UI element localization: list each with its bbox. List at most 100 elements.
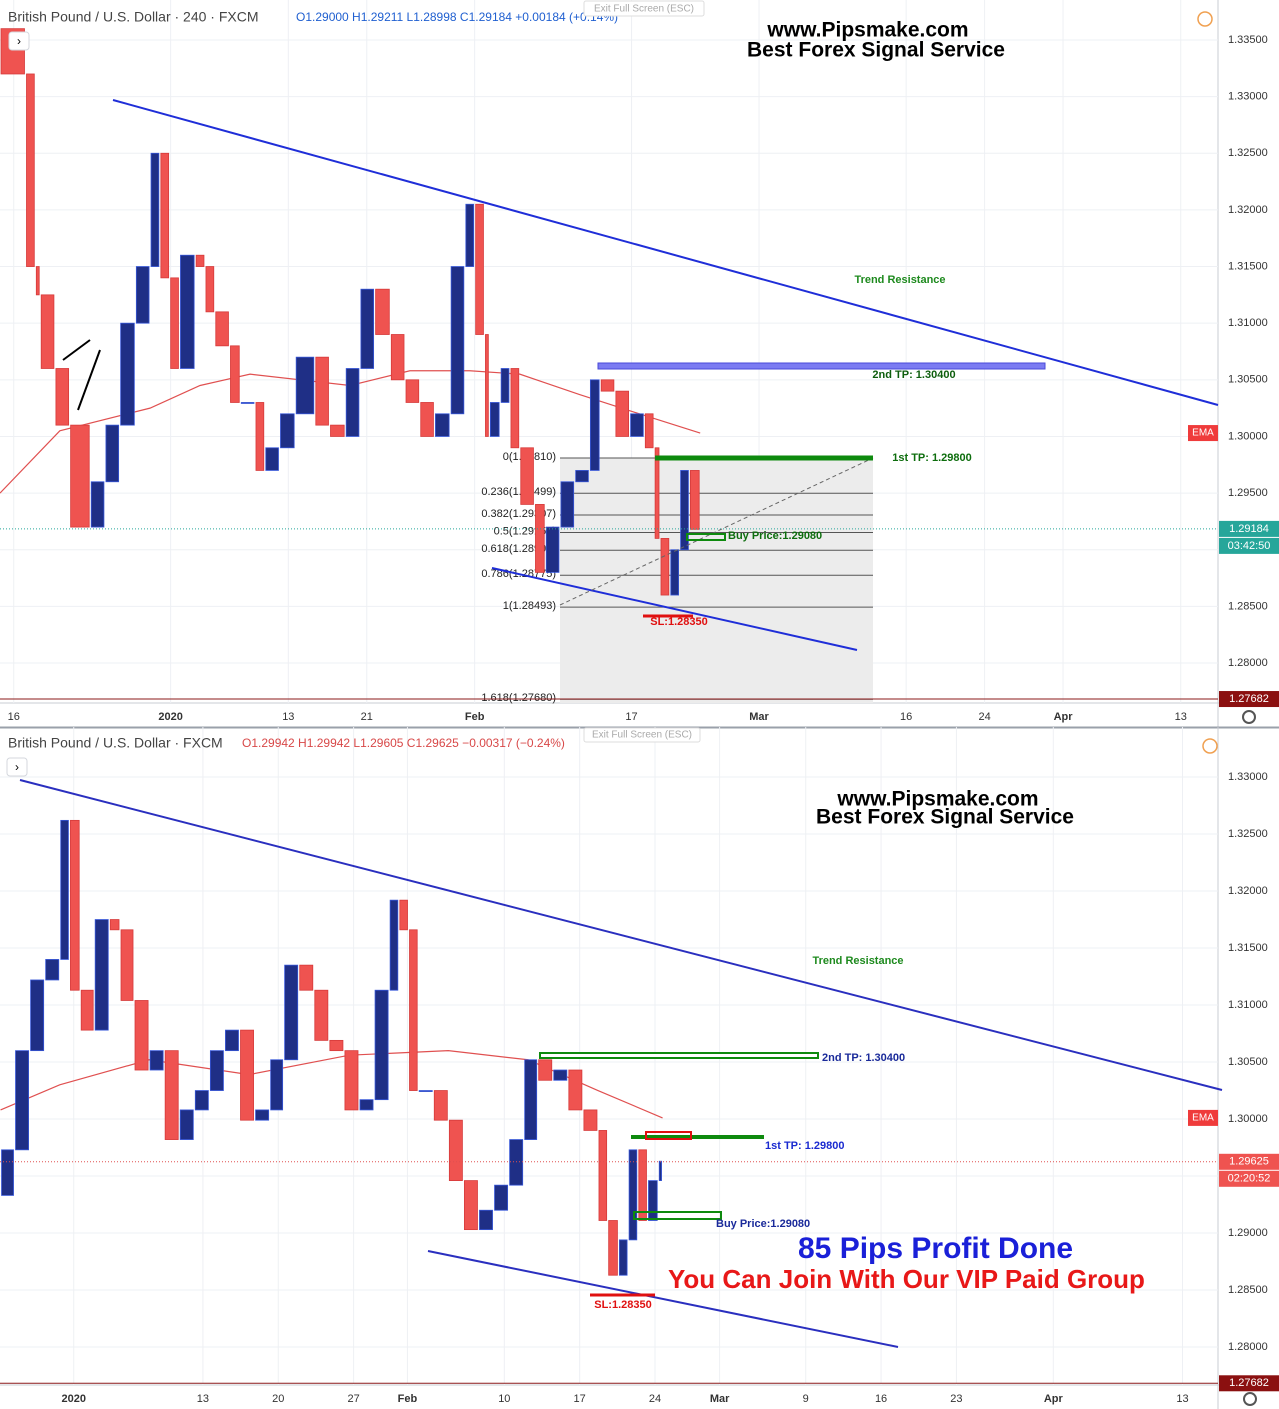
candle xyxy=(330,424,345,437)
candle xyxy=(389,899,399,991)
y-tick-label: 1.28500 xyxy=(1228,1284,1268,1296)
y-tick-label: 1.33000 xyxy=(1228,771,1268,783)
candle xyxy=(230,345,240,403)
y-tick-label: 1.32000 xyxy=(1228,204,1268,216)
settings-icon[interactable] xyxy=(1243,1392,1257,1406)
support-line xyxy=(427,1250,899,1348)
x-tick-label: 24 xyxy=(649,1393,661,1405)
x-tick-label: 13 xyxy=(1175,711,1187,723)
candle xyxy=(314,989,329,1041)
candle xyxy=(60,819,69,960)
candle xyxy=(648,1180,658,1221)
alert-icon[interactable] xyxy=(1202,738,1218,754)
exit-button-label[interactable]: Exit Full Screen (ESC) xyxy=(594,4,694,15)
trend-line xyxy=(112,99,1219,406)
candle xyxy=(619,1239,628,1276)
candle xyxy=(284,964,299,1061)
candle xyxy=(225,1029,239,1052)
candle xyxy=(270,1059,284,1111)
x-tick-label: Apr xyxy=(1054,711,1074,723)
candle xyxy=(149,1050,164,1071)
candle xyxy=(120,929,134,1001)
candle xyxy=(510,368,520,449)
candle xyxy=(55,368,70,426)
countdown-tag xyxy=(1219,537,1279,554)
fib-label: 1(1.28493) xyxy=(503,600,556,612)
candle xyxy=(35,266,40,296)
symbol-title: British Pound / U.S. Dollar · 240 · FXCM xyxy=(8,9,259,25)
x-tick-label: 16 xyxy=(875,1393,887,1405)
chart-layer: 1.33500 1.33000 1.32500 1.32000 1.31500 1.310… xyxy=(0,28,1279,1405)
y-tick-label: 1.31000 xyxy=(1228,317,1268,329)
fib-label: 1.618(1.27680) xyxy=(481,692,556,704)
drawing xyxy=(77,349,101,411)
tp2-zone xyxy=(597,362,1046,370)
candle xyxy=(608,1220,618,1276)
candle xyxy=(160,152,170,279)
exit-button[interactable] xyxy=(583,0,705,17)
y-tick-label: 1.29500 xyxy=(1228,487,1268,499)
x-tick-label: 27 xyxy=(347,1393,359,1405)
chevron[interactable]: › xyxy=(15,760,19,774)
candle xyxy=(545,526,560,573)
low-tag-label: 1.27682 xyxy=(1229,1377,1269,1389)
x-tick-label: Feb xyxy=(398,1393,418,1405)
collapse-button[interactable] xyxy=(8,31,30,51)
candle xyxy=(105,424,120,483)
candle xyxy=(194,1090,209,1111)
candle xyxy=(658,1160,662,1182)
candle xyxy=(690,470,700,530)
candle xyxy=(598,1130,608,1221)
candle xyxy=(630,413,644,437)
candle xyxy=(299,964,314,991)
alert-icon[interactable] xyxy=(1197,11,1213,27)
profit-headline: 85 Pips Profit Done xyxy=(798,1232,1073,1265)
candle xyxy=(520,447,534,505)
y-tick-label: 1.30000 xyxy=(1228,430,1268,442)
low-tag xyxy=(1219,691,1279,708)
candle xyxy=(134,1000,149,1071)
x-tick-label: 17 xyxy=(625,711,637,723)
candle xyxy=(654,447,660,539)
x-tick-label: Mar xyxy=(749,711,769,723)
candle xyxy=(405,379,420,403)
promo-text: You Can Join With Our VIP Paid Group xyxy=(668,1264,1145,1294)
ema-line xyxy=(0,370,701,494)
watermark: Best Forex Signal Service xyxy=(816,806,1074,829)
candle xyxy=(485,334,489,437)
candle xyxy=(170,277,179,369)
drawing xyxy=(62,339,91,361)
candle xyxy=(26,73,35,267)
x-tick-label: 2020 xyxy=(158,711,182,723)
candle xyxy=(94,919,109,1031)
chevron[interactable]: › xyxy=(17,34,21,48)
y-tick-label: 1.28000 xyxy=(1228,657,1268,669)
fib-diagonal xyxy=(559,457,874,606)
y-tick-label: 1.28000 xyxy=(1228,1341,1268,1353)
candle xyxy=(205,266,215,313)
x-tick-label: Apr xyxy=(1044,1393,1064,1405)
candle xyxy=(109,919,120,931)
annotation: Trend Resistance xyxy=(812,955,903,967)
collapse-button[interactable] xyxy=(6,757,28,777)
candle xyxy=(90,481,105,528)
y-tick-label: 1.31000 xyxy=(1228,999,1268,1011)
exit-button-label[interactable]: Exit Full Screen (ESC) xyxy=(592,730,692,741)
fib-label: 0.618(1.28996) xyxy=(481,543,556,555)
settings-icon[interactable] xyxy=(1242,710,1256,724)
candle xyxy=(399,899,408,931)
ohlc: O1.29942 H1.29942 L1.29605 C1.29625 −0.0… xyxy=(242,736,565,750)
candle xyxy=(179,1109,194,1140)
candle xyxy=(450,266,465,415)
y-tick-label: 1.29000 xyxy=(1228,1227,1268,1239)
candle xyxy=(644,413,654,449)
price-tag xyxy=(1219,1153,1279,1170)
x-tick-label: 17 xyxy=(574,1393,586,1405)
exit-button[interactable] xyxy=(583,727,701,743)
candle xyxy=(489,402,500,437)
candle xyxy=(45,959,60,981)
candle xyxy=(80,989,94,1031)
ema-tag-label: EMA xyxy=(1192,428,1214,439)
candle xyxy=(1,1149,14,1196)
x-tick-label: 16 xyxy=(8,711,20,723)
